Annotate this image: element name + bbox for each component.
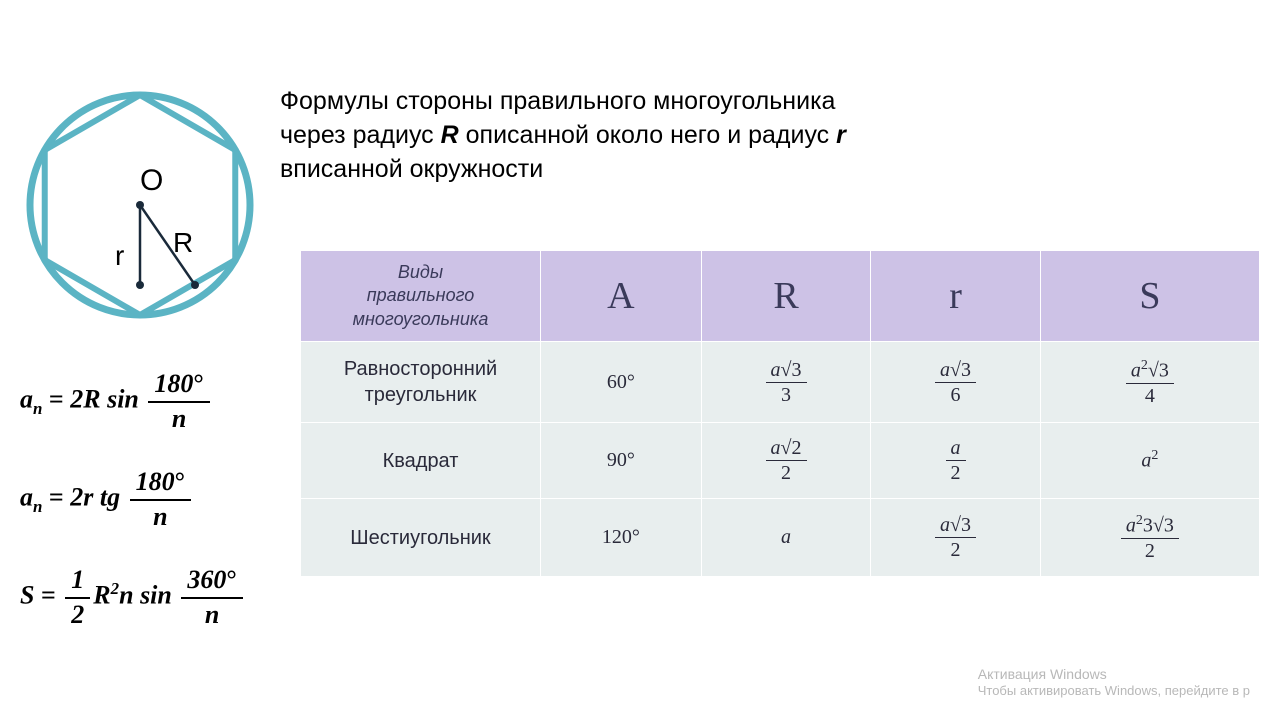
table: Виды правильного многоугольника A R r S … bbox=[300, 250, 1260, 577]
polygon-table: Виды правильного многоугольника A R r S … bbox=[300, 250, 1260, 577]
formula-S: S = 12R2n sin 360°n bbox=[20, 566, 290, 629]
th-type: Виды правильного многоугольника bbox=[301, 251, 541, 342]
cell-S: a2 bbox=[1040, 423, 1259, 499]
heading-line3: вписанной окружности bbox=[280, 155, 543, 183]
formula-an-r: an = 2r tg 180°n bbox=[20, 468, 290, 531]
heading-line2a: через радиус bbox=[280, 121, 441, 149]
heading-line1: Формулы стороны правильного многоугольни… bbox=[280, 87, 835, 115]
cell-r: a√32 bbox=[871, 499, 1041, 577]
watermark-title: Активация Windows bbox=[978, 665, 1250, 683]
cell-r: a2 bbox=[871, 423, 1041, 499]
cell-S: a23√32 bbox=[1040, 499, 1259, 577]
watermark-sub: Чтобы активировать Windows, перейдите в … bbox=[978, 683, 1250, 700]
heading-line2b: описанной около него и радиус bbox=[459, 121, 836, 149]
cell-A: 120° bbox=[541, 499, 702, 577]
th-r: r bbox=[871, 251, 1041, 342]
label-R: R bbox=[173, 227, 193, 258]
cell-name: Шестиугольник bbox=[301, 499, 541, 577]
table-header-row: Виды правильного многоугольника A R r S bbox=[301, 251, 1260, 342]
heading-r: r bbox=[836, 121, 846, 149]
formula-an-R: an = 2R sin 180°n bbox=[20, 370, 290, 433]
label-r: r bbox=[115, 240, 124, 271]
table-row: Равносторонний треугольник 60° a√33 a√36… bbox=[301, 342, 1260, 423]
cell-R: a√22 bbox=[701, 423, 871, 499]
label-O: O bbox=[140, 164, 163, 197]
cell-R: a bbox=[701, 499, 871, 577]
windows-activation-watermark: Активация Windows Чтобы активировать Win… bbox=[978, 665, 1250, 700]
cell-name: Равносторонний треугольник bbox=[301, 342, 541, 423]
th-S: S bbox=[1040, 251, 1259, 342]
formulas-list: an = 2R sin 180°n an = 2r tg 180°n S = 1… bbox=[20, 370, 290, 665]
cell-A: 90° bbox=[541, 423, 702, 499]
th-A: A bbox=[541, 251, 702, 342]
cell-r: a√36 bbox=[871, 342, 1041, 423]
cell-name: Квадрат bbox=[301, 423, 541, 499]
cell-S: a2√34 bbox=[1040, 342, 1259, 423]
th-R: R bbox=[701, 251, 871, 342]
cell-A: 60° bbox=[541, 342, 702, 423]
heading-R: R bbox=[441, 121, 459, 149]
hexagon-circle-svg: O R r bbox=[15, 80, 265, 330]
heading: Формулы стороны правильного многоугольни… bbox=[280, 85, 1260, 186]
table-row: Квадрат 90° a√22 a2 a2 bbox=[301, 423, 1260, 499]
polygon-diagram: O R r bbox=[15, 80, 265, 330]
table-row: Шестиугольник 120° a a√32 a23√32 bbox=[301, 499, 1260, 577]
cell-R: a√33 bbox=[701, 342, 871, 423]
